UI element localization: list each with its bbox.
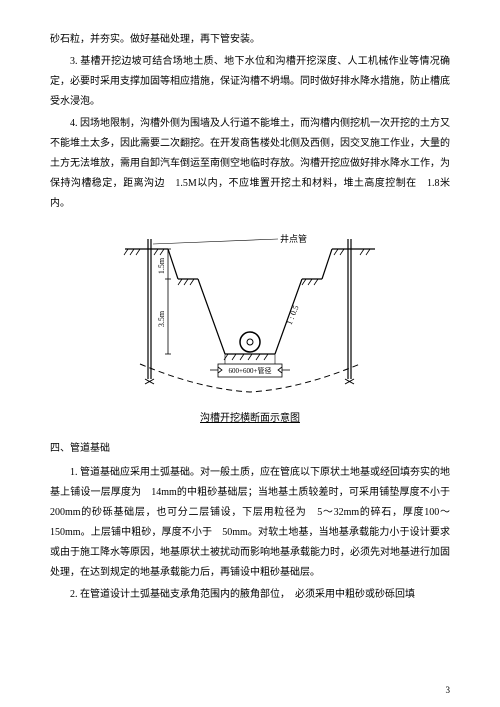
diagram-svg: 1.5m 3.5m 1 : 0.5 井点管 600+600+管径	[120, 224, 380, 404]
trench-cross-section-diagram: 1.5m 3.5m 1 : 0.5 井点管 600+600+管径	[120, 224, 380, 404]
svg-text:600+600+管径: 600+600+管径	[229, 366, 272, 375]
paragraph: 砂石粒，并夯实。做好基础处理，再下管安装。	[50, 30, 450, 50]
paragraph: 1. 管道基础应采用土弧基础。对一般土质，应在管底以下原状土地基或经回填夯实的地…	[50, 463, 450, 583]
section-heading: 四、管道基础	[50, 439, 450, 459]
paragraph: 2. 在管道设计土弧基础支承角范围内的腋角部位， 必须采用中粗砂或砂砾回填	[50, 585, 450, 605]
paragraph: 3. 基槽开挖边坡可结合场地土质、地下水位和沟槽开挖深度、人工机械作业等情况确定…	[50, 52, 450, 112]
paragraph: 4. 因场地限制，沟槽外侧为围墙及人行道不能堆土，而沟槽内侧挖机一次开挖的土方又…	[50, 114, 450, 214]
svg-text:1.5m: 1.5m	[157, 257, 166, 274]
svg-text:3.5m: 3.5m	[157, 310, 166, 327]
page-content: 砂石粒，并夯实。做好基础处理，再下管安装。 3. 基槽开挖边坡可结合场地土质、地…	[0, 0, 500, 627]
page-number: 3	[446, 685, 451, 695]
diagram-caption: 沟槽开挖横断面示意图	[50, 409, 450, 429]
svg-text:1 : 0.5: 1 : 0.5	[285, 304, 301, 326]
svg-text:井点管: 井点管	[280, 233, 307, 244]
